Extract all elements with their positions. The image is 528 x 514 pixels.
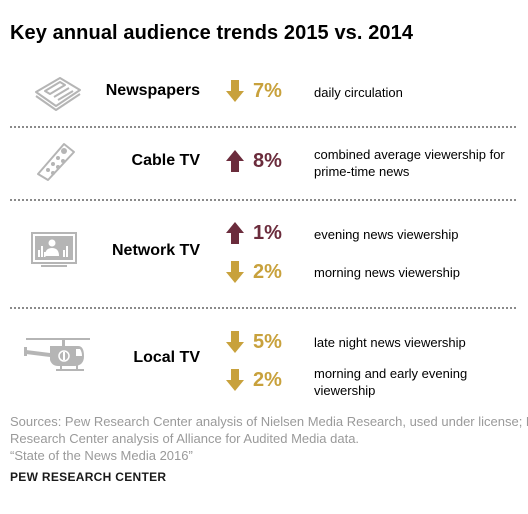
metric-description: morning and early evening viewership	[314, 366, 468, 398]
metric-value: 8%	[253, 150, 282, 172]
section-divider	[10, 126, 516, 128]
section-label-network-tv: Network TV	[111, 242, 200, 259]
remote-control-icon	[37, 143, 75, 181]
metric-description: morning news viewership	[314, 265, 460, 280]
metric-value: 5%	[253, 331, 282, 353]
source-line: “State of the News Media 2016”	[10, 448, 193, 463]
down-arrow-icon	[226, 369, 244, 391]
section-label-newspapers: Newspapers	[105, 82, 200, 99]
up-arrow-icon	[226, 150, 244, 172]
source-line: Sources: Pew Research Center analysis of…	[10, 414, 528, 429]
up-arrow-icon	[226, 222, 244, 244]
section-label-local-tv: Local TV	[133, 349, 200, 366]
metric-description: combined average viewership for prime-ti…	[314, 147, 505, 179]
chart-title: Key annual audience trends 2015 vs. 2014	[10, 22, 414, 44]
newspaper-icon	[35, 77, 81, 111]
section-divider	[10, 199, 516, 201]
down-arrow-icon	[226, 80, 244, 102]
metric-description: late night news viewership	[314, 335, 466, 350]
metric-description: evening news viewership	[314, 227, 459, 242]
down-arrow-icon	[226, 261, 244, 283]
metric-value: 2%	[253, 369, 282, 391]
metric-description: daily circulation	[314, 85, 403, 100]
section-divider	[10, 307, 516, 309]
source-note: Sources: Pew Research Center analysis of…	[10, 413, 528, 464]
down-arrow-icon	[226, 331, 244, 353]
metric-value: 7%	[253, 80, 282, 102]
source-line: Research Center analysis of Alliance for…	[10, 431, 360, 446]
metric-value: 1%	[253, 222, 282, 244]
helicopter-icon	[24, 338, 90, 371]
monitor-icon	[31, 232, 77, 267]
metric-value: 2%	[253, 261, 282, 283]
section-label-cable-tv: Cable TV	[131, 152, 200, 169]
organization-credit: PEW RESEARCH CENTER	[10, 470, 167, 484]
